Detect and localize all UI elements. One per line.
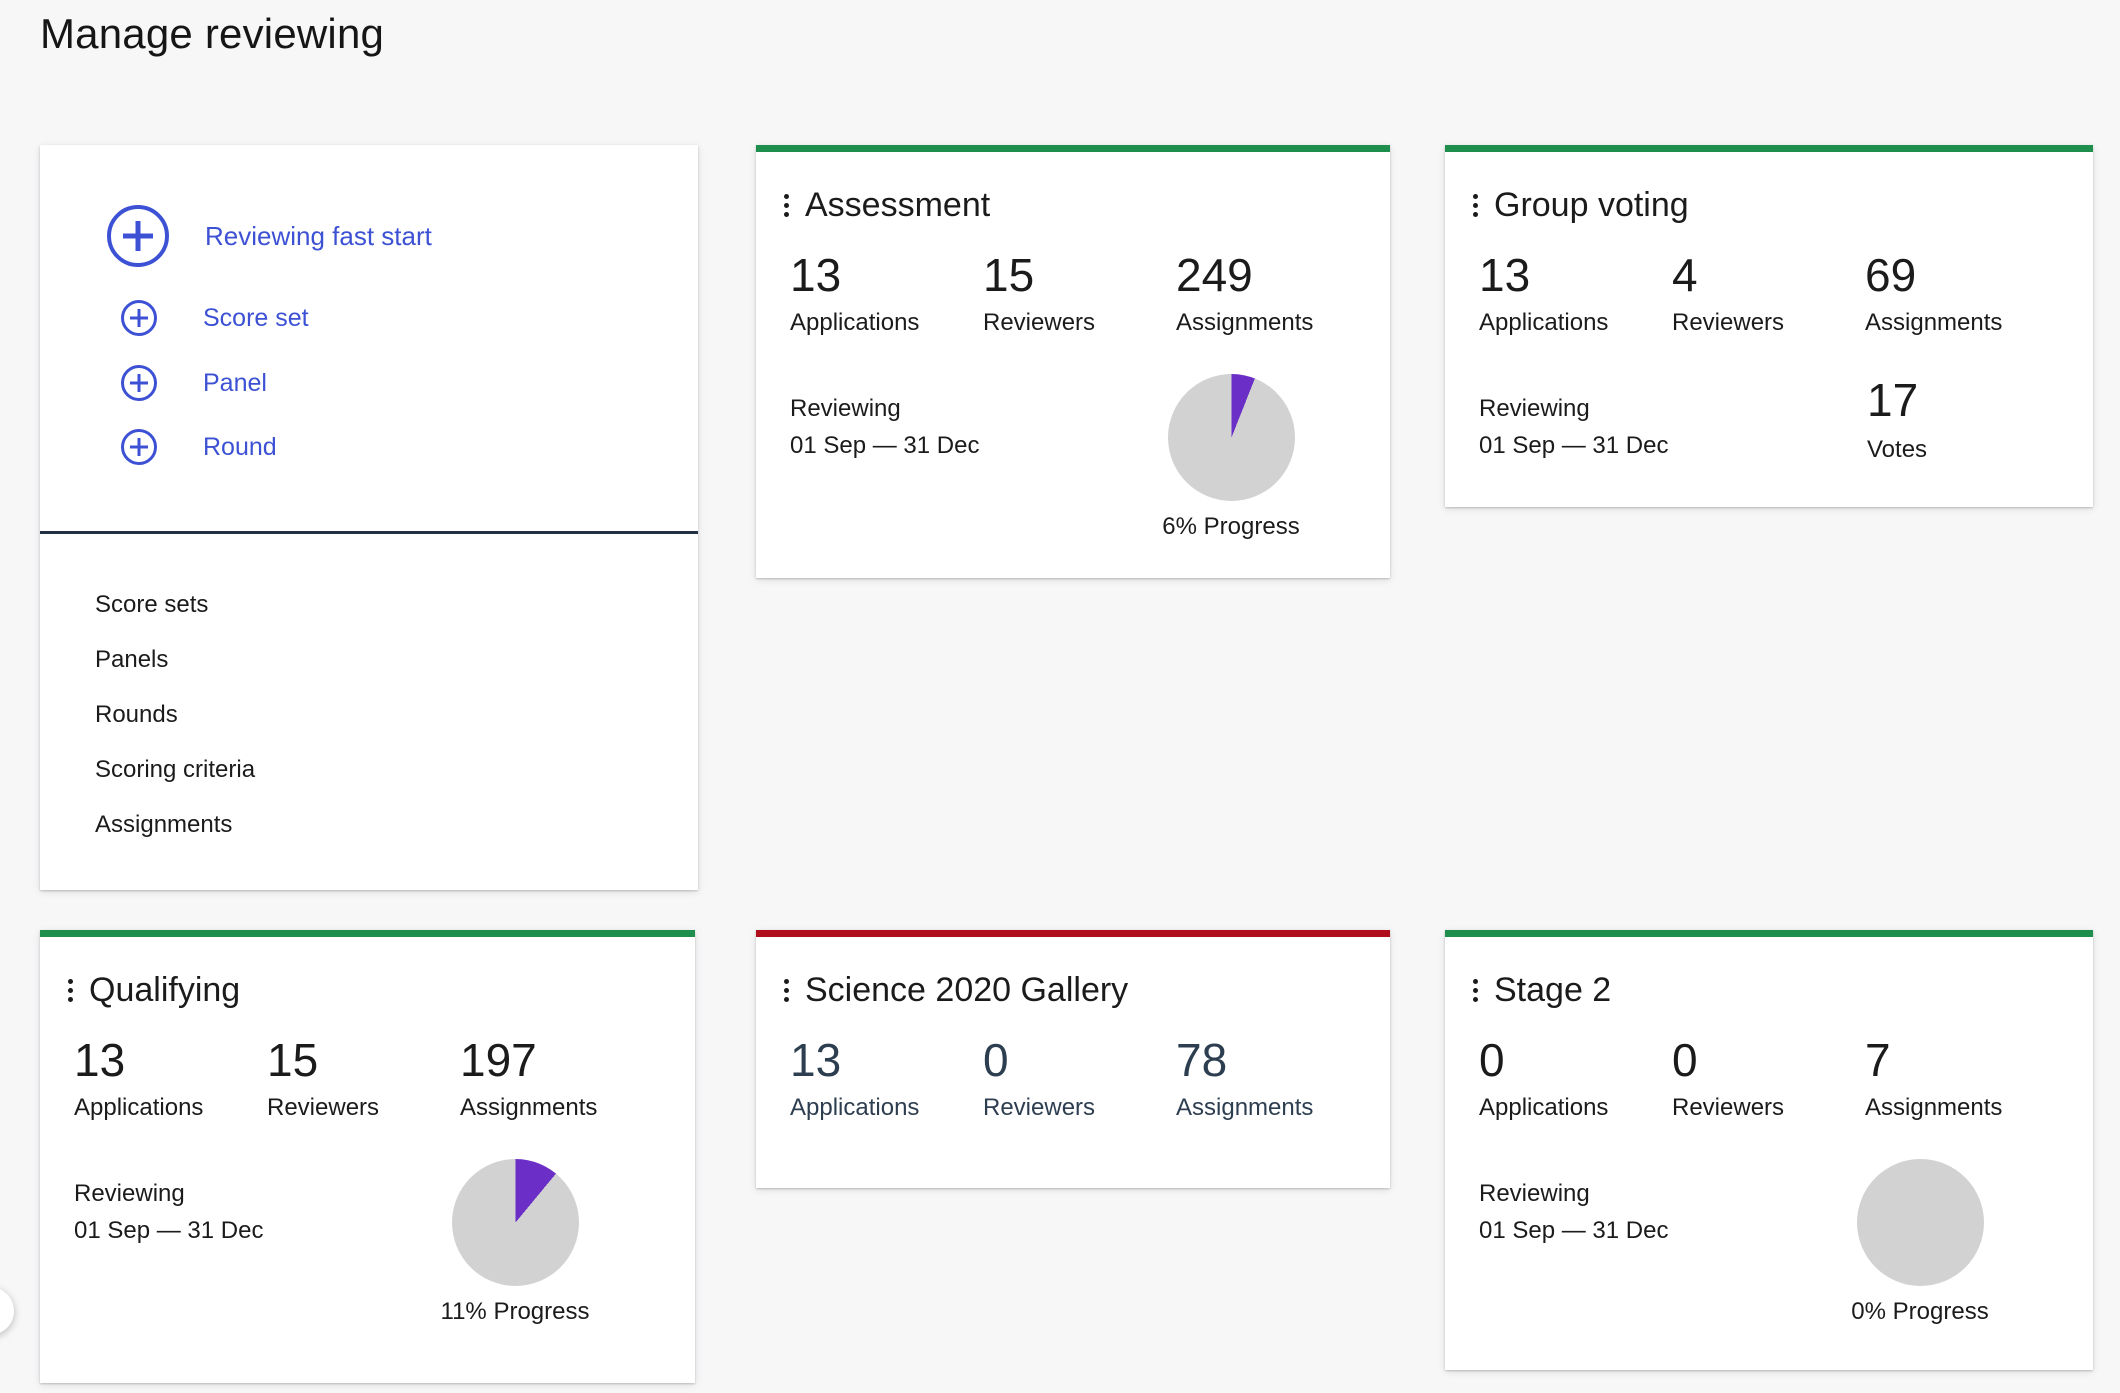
stat-reviewers: 0 Reviewers	[983, 1034, 1096, 1121]
stat-assignments: 78 Assignments	[1176, 1034, 1314, 1121]
create-panel-label: Panel	[203, 368, 267, 397]
kebab-icon[interactable]	[784, 194, 789, 217]
stat-applications: 13 Applications	[790, 1034, 920, 1121]
card-title: Qualifying	[89, 971, 241, 1009]
reviewing-fast-start-link[interactable]: Reviewing fast start	[107, 205, 432, 267]
progress-label: 11% Progress	[440, 1298, 590, 1325]
round-card-stage-2: Stage 2 0 Applications 0 Reviewers 7 Ass…	[1445, 930, 2093, 1370]
stat-reviewers: 4 Reviewers	[1672, 249, 1785, 336]
stat-assignments: 249 Assignments	[1176, 249, 1314, 336]
progress-label: 6% Progress	[1162, 513, 1300, 540]
reviewing-fast-start-label: Reviewing fast start	[205, 220, 432, 251]
kebab-icon[interactable]	[68, 979, 73, 1002]
card-title: Stage 2	[1494, 971, 1612, 1009]
reviewing-period: Reviewing 01 Sep — 31 Dec	[1479, 395, 1669, 459]
round-card-group-voting: Group voting 13 Applications 4 Reviewers…	[1445, 145, 2093, 507]
sidebar-divider	[40, 531, 698, 534]
reviewing-period: Reviewing 01 Sep — 31 Dec	[1479, 1180, 1669, 1244]
round-card-assessment: Assessment 13 Applications 15 Reviewers …	[756, 145, 1390, 578]
progress-pie-icon	[1167, 374, 1295, 501]
progress-chart: 0% Progress	[1835, 1159, 2005, 1326]
kebab-icon[interactable]	[784, 979, 789, 1002]
sidebar-item-rounds[interactable]: Rounds	[95, 700, 178, 728]
reviewing-period: Reviewing 01 Sep — 31 Dec	[790, 395, 980, 459]
stat-applications: 13 Applications	[1479, 249, 1609, 336]
plus-circle-icon	[121, 365, 157, 401]
sidebar-item-panels[interactable]: Panels	[95, 645, 169, 673]
sidebar-item-scoring-criteria[interactable]: Scoring criteria	[95, 755, 256, 783]
floating-action-button[interactable]	[0, 1287, 14, 1335]
stat-reviewers: 15 Reviewers	[267, 1034, 380, 1121]
card-title: Group voting	[1494, 186, 1689, 224]
stat-votes: 17 Votes	[1867, 374, 1928, 463]
progress-chart: 6% Progress	[1146, 374, 1316, 541]
reviewing-tools-panel: Reviewing fast start Score set Panel Rou…	[40, 145, 698, 890]
stat-applications: 0 Applications	[1479, 1034, 1609, 1121]
plus-circle-icon	[121, 300, 157, 336]
progress-label: 0% Progress	[1851, 1298, 1989, 1325]
kebab-icon[interactable]	[1473, 979, 1478, 1002]
card-title: Assessment	[805, 186, 991, 224]
plus-circle-icon	[107, 205, 169, 267]
stat-reviewers: 0 Reviewers	[1672, 1034, 1785, 1121]
create-score-set-label: Score set	[203, 303, 309, 332]
page-title: Manage reviewing	[40, 10, 385, 57]
progress-pie-icon	[1856, 1159, 1984, 1286]
stat-reviewers: 15 Reviewers	[983, 249, 1096, 336]
stat-applications: 13 Applications	[790, 249, 920, 336]
sidebar-item-score-sets[interactable]: Score sets	[95, 590, 209, 618]
sidebar-nav: Score sets Panels Rounds Scoring criteri…	[95, 577, 255, 852]
round-card-qualifying: Qualifying 13 Applications 15 Reviewers …	[40, 930, 695, 1383]
plus-circle-icon	[121, 429, 157, 465]
create-score-set-link[interactable]: Score set	[121, 300, 309, 336]
create-round-link[interactable]: Round	[121, 429, 277, 465]
create-round-label: Round	[203, 432, 277, 461]
card-title: Science 2020 Gallery	[805, 971, 1129, 1009]
progress-chart: 11% Progress	[430, 1159, 600, 1326]
kebab-icon[interactable]	[1473, 194, 1478, 217]
create-panel-link[interactable]: Panel	[121, 365, 267, 401]
stat-assignments: 69 Assignments	[1865, 249, 2003, 336]
stat-applications: 13 Applications	[74, 1034, 204, 1121]
progress-pie-icon	[451, 1159, 579, 1286]
stat-assignments: 197 Assignments	[460, 1034, 598, 1121]
stat-assignments: 7 Assignments	[1865, 1034, 2003, 1121]
sidebar-item-assignments[interactable]: Assignments	[95, 810, 233, 838]
reviewing-period: Reviewing 01 Sep — 31 Dec	[74, 1180, 264, 1244]
round-card-science-2020-gallery: Science 2020 Gallery 13 Applications 0 R…	[756, 930, 1390, 1188]
